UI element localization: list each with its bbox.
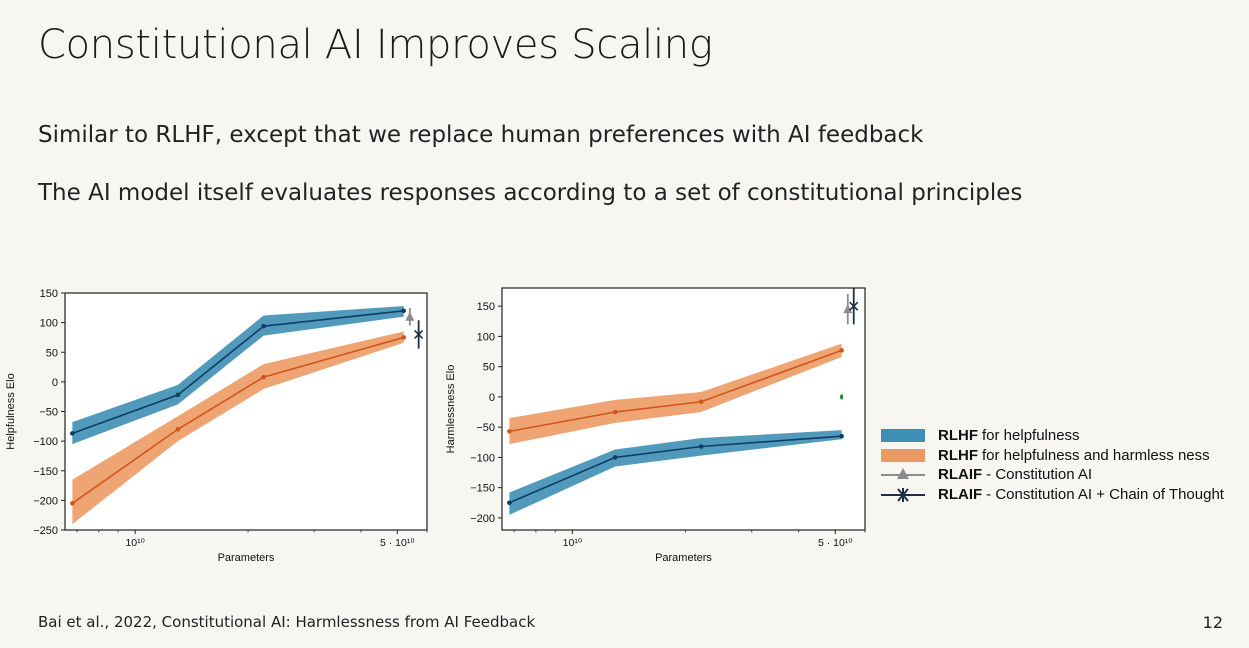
legend-orange-band-icon <box>880 446 926 465</box>
y-tick-label: 0 <box>489 392 495 404</box>
confidence-band-helpful-harmless <box>509 343 842 445</box>
y-tick-label: 0 <box>52 377 58 389</box>
legend-text: for helpfulness and harmless ness <box>982 446 1210 464</box>
series-line-helpfulness <box>72 309 404 435</box>
legend-name: RLHF <box>938 446 978 464</box>
rlaif-cot-marker <box>849 301 859 311</box>
rlaif-constitution-marker <box>405 311 415 321</box>
legend-text: - Constitution AI <box>986 466 1093 484</box>
data-point <box>507 500 512 506</box>
data-point <box>839 348 844 353</box>
plot-frame <box>501 287 866 531</box>
y-axis-label: Helpfulness Elo <box>5 373 17 449</box>
bullet-rlhf-comparison: Similar to RLHF, except that we replace … <box>38 122 924 148</box>
y-tick-label: 50 <box>46 347 58 359</box>
legend-text: for helpfulness <box>982 427 1080 445</box>
legend-gray-triangle-icon <box>880 465 926 484</box>
x-tick-label: 10¹⁰ <box>125 537 145 549</box>
bullet-constitutional-principles: The AI model itself evaluates responses … <box>38 180 1023 206</box>
y-tick-label: −200 <box>470 513 495 525</box>
data-point <box>70 431 75 436</box>
data-point <box>175 392 181 398</box>
data-point <box>612 409 618 415</box>
legend-name: RLHF <box>938 427 978 445</box>
series-line-helpful-harmless <box>71 336 404 504</box>
legend-item-rlhf-helpfulness-harmlessness: RLHF for helpfulness and harmless ness <box>880 446 1224 466</box>
data-point <box>507 429 512 434</box>
slide-title: Constitutional AI Improves Scaling <box>38 22 713 68</box>
data-point <box>261 374 266 380</box>
legend-item-rlhf-helpfulness: RLHF for helpfulness <box>880 426 1224 446</box>
legend-blue-band-icon <box>880 426 926 445</box>
y-axis-label: Harmlessness Elo <box>445 365 457 454</box>
legend-text: - Constitution AI + Chain of Thought <box>986 485 1224 503</box>
data-point <box>261 323 266 329</box>
data-point <box>401 335 406 340</box>
y-tick-label: −150 <box>470 483 495 495</box>
y-tick-label: −100 <box>33 436 58 448</box>
legend-item-rlaif-constitution: RLAIF - Constitution AI <box>880 465 1224 485</box>
chart-legend: RLHF for helpfulness RLHF for helpfulnes… <box>880 426 1224 504</box>
data-point <box>612 455 618 460</box>
legend-name: RLAIF <box>938 466 983 484</box>
x-tick-label: 5 · 10¹⁰ <box>818 537 853 549</box>
x-tick-label: 10¹⁰ <box>563 537 583 549</box>
y-tick-label: −50 <box>476 422 495 434</box>
data-point <box>698 399 704 405</box>
harmlessness-chart: 150 100 50 0 −50 −100 −150 −200 10¹⁰ 5 · 10¹⁰ Para… <box>445 287 866 564</box>
rlaif-cot-marker <box>414 329 424 340</box>
data-point <box>175 426 181 432</box>
y-tick-label: −150 <box>33 466 58 478</box>
rlaif-constitution-marker <box>843 304 853 314</box>
helpfulness-chart: 150 100 50 0 −50 −100 −150 −200 −250 10¹⁰ 5 · 10¹⁰… <box>5 288 428 564</box>
data-point <box>70 501 75 506</box>
legend-name: RLAIF <box>938 485 983 503</box>
y-tick-label: 100 <box>40 318 58 330</box>
green-point-marker <box>840 395 844 399</box>
y-tick-label: −250 <box>33 525 58 537</box>
page-number: 12 <box>1202 613 1223 632</box>
y-tick-label: −100 <box>470 452 495 464</box>
y-tick-label: 150 <box>40 288 58 300</box>
x-axis-label: Parameters <box>218 552 275 564</box>
y-tick-label: −200 <box>33 495 58 507</box>
y-tick-label: −50 <box>39 407 58 419</box>
confidence-band-helpful-harmless <box>72 331 404 525</box>
confidence-band-helpfulness <box>72 306 404 445</box>
data-point <box>839 433 844 439</box>
data-point <box>401 308 406 314</box>
x-axis-label: Parameters <box>655 552 712 564</box>
x-tick-label: 5 · 10¹⁰ <box>380 537 415 549</box>
citation: Bai et al., 2022, Constitutional AI: Har… <box>38 613 536 631</box>
legend-item-rlaif-cot: RLAIF - Constitution AI + Chain of Thoug… <box>880 485 1224 505</box>
y-tick-label: 50 <box>483 362 495 374</box>
series-line-helpful-harmless <box>509 349 842 433</box>
legend-dark-x-icon <box>880 485 926 504</box>
y-tick-label: 150 <box>477 301 495 313</box>
y-tick-label: 100 <box>477 331 495 343</box>
data-point <box>698 444 704 449</box>
series-line-helpfulness <box>509 435 842 504</box>
